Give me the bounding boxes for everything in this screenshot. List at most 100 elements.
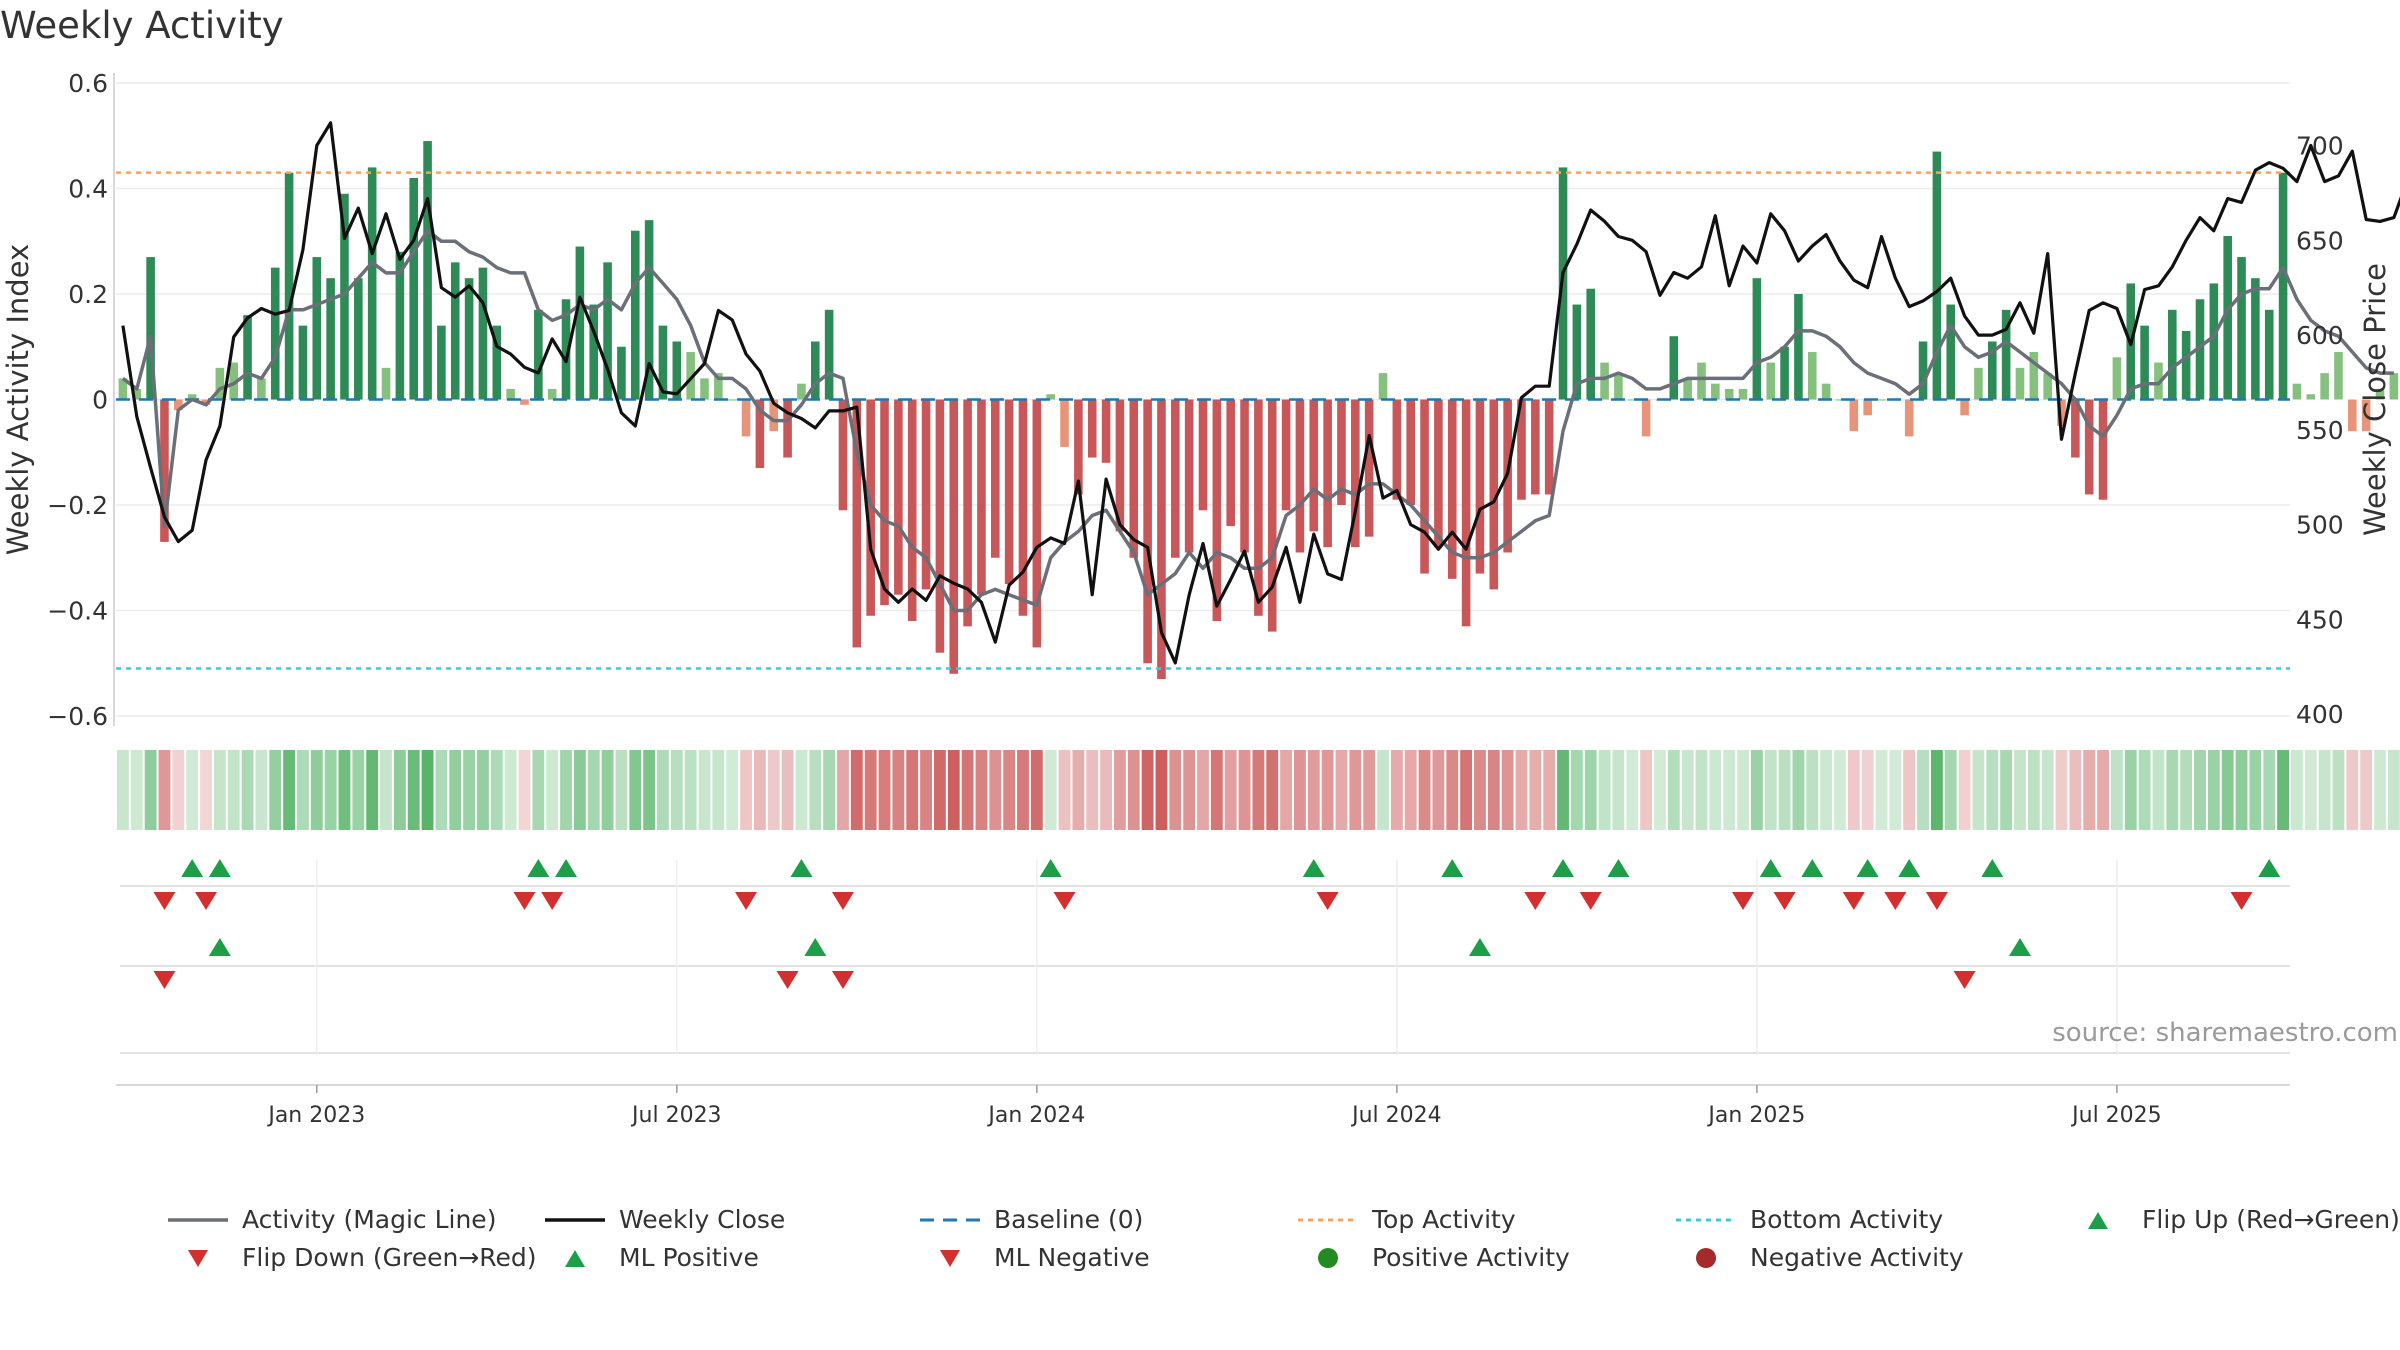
heat-strip-cell xyxy=(1889,750,1902,830)
flip-down-marker xyxy=(513,892,536,910)
dotted-cyan-icon xyxy=(1676,1218,1736,1221)
legend-item: Activity (Magic Line) xyxy=(168,1205,496,1234)
activity-bar xyxy=(1531,399,1540,495)
y-right-tick-label: 400 xyxy=(2296,700,2344,729)
y-right-tick-label: 450 xyxy=(2296,605,2344,634)
y-left-tick-label: −0.2 xyxy=(47,491,108,520)
heat-strip-cell xyxy=(657,750,669,830)
heat-strip-cell xyxy=(2180,750,2193,830)
activity-bar xyxy=(727,399,737,401)
heat-strip-cell xyxy=(1446,750,1459,830)
series-lines xyxy=(121,121,2400,665)
activity-bar xyxy=(520,399,529,405)
activity-bar xyxy=(1351,399,1360,548)
heat-strip-cell xyxy=(1834,750,1846,830)
heat-strip-cell xyxy=(2138,750,2151,830)
activity-bar xyxy=(852,399,862,648)
reference-lines xyxy=(116,171,2290,670)
heat-strip-cell xyxy=(1598,750,1611,830)
heat-strip-cell xyxy=(310,750,323,830)
source-label: source: sharemaestro.com xyxy=(2052,1018,2398,1048)
heat-strip-cell xyxy=(1861,750,1874,830)
flip-down-marker xyxy=(1524,892,1547,910)
heat-strip-cell xyxy=(1903,750,1916,830)
heat-strip-cell xyxy=(989,750,1002,830)
activity-bar xyxy=(1807,352,1817,400)
activity-bar xyxy=(2251,278,2260,400)
activity-bar xyxy=(2278,172,2288,400)
flip-up-marker xyxy=(790,859,813,877)
triangle-up-green-icon xyxy=(2088,1211,2108,1229)
flip-up-marker xyxy=(1759,859,1782,877)
heat-strip-cell xyxy=(1501,750,1514,830)
heat-strip-cell xyxy=(1487,750,1500,830)
activity-bar xyxy=(1392,399,1402,500)
activity-bar xyxy=(1337,399,1346,505)
activity-bar xyxy=(1018,399,1028,616)
activity-bar xyxy=(1766,362,1776,400)
activity-bar xyxy=(2237,257,2246,400)
circle-green-icon xyxy=(1318,1247,1338,1268)
heat-strip-cell xyxy=(878,750,891,830)
heat-strip-cell xyxy=(2360,750,2373,830)
heat-strip-cell xyxy=(297,750,309,830)
heat-strip-cell xyxy=(380,750,392,830)
activity-bar xyxy=(270,267,280,400)
x-tick-label: Jan 2024 xyxy=(986,1103,1085,1128)
activity-bar xyxy=(714,373,723,400)
activity-bar xyxy=(534,309,543,400)
heat-strip-cell xyxy=(1681,750,1694,830)
heat-strip-cell xyxy=(504,750,517,830)
axes: 0.6 0.4 0.2 0 −0.2 −0.4 −0.6 700 650 600 550 500 450… xyxy=(1,69,2392,731)
flip-down-marker xyxy=(195,892,218,910)
heat-strip-cell xyxy=(753,750,766,830)
heat-strip-cell xyxy=(1515,750,1528,830)
heat-strip-cell xyxy=(1377,750,1389,830)
activity-bar xyxy=(423,141,432,400)
activity-bar xyxy=(243,315,252,400)
heat-strip-cell xyxy=(2318,750,2331,830)
heat-strip-cell xyxy=(1847,750,1860,830)
activity-bar xyxy=(1835,399,1845,401)
heat-strip-cell xyxy=(837,750,849,830)
ml-positive-marker xyxy=(804,938,827,956)
heat-strip-cell xyxy=(1750,750,1763,830)
activity-bar xyxy=(1143,399,1152,664)
ml-positive-marker xyxy=(2008,938,2031,956)
heat-strip-cell xyxy=(1875,750,1888,830)
legend-item: Bottom Activity xyxy=(1676,1205,1943,1234)
line-black-icon xyxy=(545,1217,605,1222)
heat-strip-cell xyxy=(850,750,863,830)
flip-down-marker xyxy=(1316,892,1339,910)
flip-up-marker xyxy=(1441,859,1464,877)
heat-strip-cell xyxy=(1543,750,1556,830)
activity-bar xyxy=(977,399,986,595)
heat-strip-cell xyxy=(1086,750,1099,830)
activity-bar xyxy=(769,399,779,432)
heat-strip-cell xyxy=(2221,750,2234,830)
activity-bar xyxy=(921,399,931,590)
heat-strip-cell xyxy=(1695,750,1708,830)
activity-bar xyxy=(1711,383,1720,400)
heat-strip-cell xyxy=(2194,750,2206,830)
heat-strip-cell xyxy=(2110,750,2123,830)
activity-bar xyxy=(1378,373,1388,400)
heat-strip-cell xyxy=(546,750,559,830)
activity-bar xyxy=(630,230,640,400)
flip-up-marker xyxy=(1801,859,1824,877)
y-left-tick-label: −0.6 xyxy=(47,702,108,731)
heat-strip-cell xyxy=(338,750,351,830)
heat-strip-cell xyxy=(906,750,919,830)
legend-label: Bottom Activity xyxy=(1750,1205,1944,1234)
activity-bar xyxy=(1918,341,1928,400)
activity-bar xyxy=(1281,399,1291,511)
activity-bar xyxy=(1683,378,1692,400)
heat-strip-cell xyxy=(2152,750,2165,830)
activity-bar xyxy=(1614,373,1623,400)
activity-bar xyxy=(2306,394,2316,400)
flip-up-marker xyxy=(1981,859,2004,877)
activity-bar xyxy=(2154,362,2163,400)
heat-strip-cell xyxy=(1778,750,1791,830)
activity-bar xyxy=(1987,341,1997,400)
heat-strip-cell xyxy=(2304,750,2317,830)
